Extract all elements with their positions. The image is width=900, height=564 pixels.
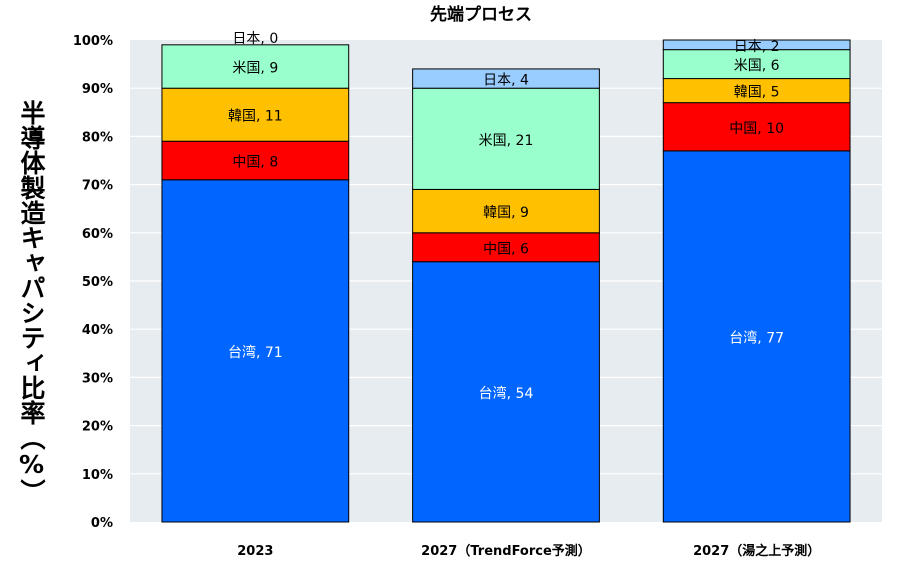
- x-tick-label: 2023: [237, 544, 273, 559]
- bar-segment: [662, 49, 851, 80]
- data-label: 台湾, 77: [729, 329, 784, 346]
- data-label: 日本, 4: [483, 73, 529, 89]
- data-label: 韓国, 11: [228, 109, 283, 125]
- x-axis-ticks: 2023 2027（TrendForce予測） 2027（湯之上予測）: [237, 543, 820, 559]
- data-label: 中国, 8: [232, 155, 278, 171]
- bar-segment: [662, 39, 851, 51]
- data-label: 米国, 21: [479, 133, 534, 149]
- bar-segment: [412, 261, 600, 523]
- data-label: 韓国, 5: [734, 85, 780, 101]
- data-label: 米国, 6: [734, 58, 780, 74]
- y-tick-label: 80%: [82, 130, 113, 145]
- bar-segment: [161, 44, 350, 89]
- data-label: 米国, 9: [232, 61, 278, 77]
- y-tick-label: 10%: [82, 468, 113, 483]
- data-label: 日本, 0: [232, 31, 278, 47]
- y-tick-label: 0%: [91, 516, 113, 531]
- chart-title: 先端プロセス: [430, 4, 532, 25]
- data-label: 韓国, 9: [483, 205, 529, 221]
- bar-segment: [412, 68, 600, 89]
- data-label: 台湾, 54: [479, 385, 534, 402]
- y-tick-label: 30%: [82, 371, 113, 386]
- y-tick-label: 100%: [73, 34, 113, 49]
- y-tick-label: 20%: [82, 420, 113, 435]
- x-tick-label: 2027（湯之上予測）: [693, 543, 820, 559]
- data-label: 中国, 10: [729, 121, 784, 137]
- y-tick-label: 40%: [82, 323, 113, 338]
- data-label: 日本, 2: [734, 39, 780, 55]
- bar-segment: [412, 87, 600, 190]
- bar-segment: [662, 102, 851, 152]
- bar-segment: [662, 150, 851, 523]
- bar-segment: [161, 179, 350, 523]
- y-tick-label: 60%: [82, 227, 113, 242]
- bar-segment: [161, 87, 350, 142]
- y-tick-label: 50%: [82, 275, 113, 290]
- y-axis-title: 半導体製造キャパシティ比率（%）: [17, 100, 46, 504]
- x-tick-label: 2027（TrendForce予測）: [421, 543, 591, 559]
- bar-segment: [662, 78, 851, 104]
- y-tick-label: 90%: [82, 82, 113, 97]
- data-label: 台湾, 71: [228, 344, 283, 361]
- y-tick-label: 70%: [82, 179, 113, 194]
- data-label: 中国, 6: [483, 241, 529, 257]
- bar-segment: [161, 140, 350, 181]
- bars: 台湾, 71 中国, 8 韓国, 11 米国, 9 日本, 0 台湾, 54 中国, 6 韓国…: [161, 31, 851, 523]
- bar-segment: [412, 232, 600, 263]
- y-axis-ticks: 0% 10% 20% 30% 40% 50% 60% 70% 80% 90% 100%: [73, 34, 113, 531]
